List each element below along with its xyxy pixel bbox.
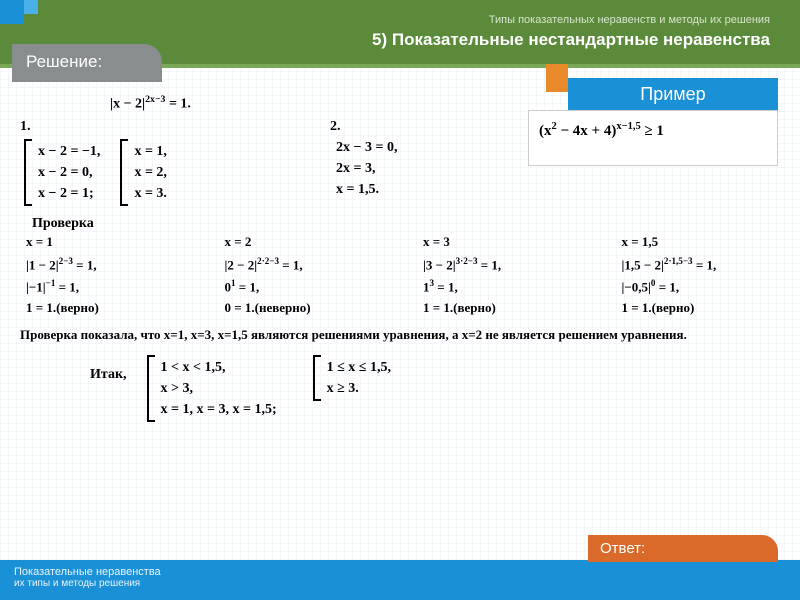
check-x3-2: 13 = 1, bbox=[423, 276, 582, 298]
c1l1: x − 2 = 0, bbox=[38, 162, 100, 183]
itak1-0: 1 < x < 1,5, bbox=[161, 357, 277, 378]
example-label: Пример bbox=[640, 84, 705, 104]
solution-tab: Решение: bbox=[12, 44, 162, 82]
conclusion: Проверка показала, что x=1, x=3, x=1,5 я… bbox=[20, 327, 780, 343]
c2-1: 2x = 3, bbox=[336, 158, 524, 179]
case-1-system-left: x − 2 = −1, x − 2 = 0, x − 2 = 1; bbox=[24, 139, 106, 206]
check-x3-h: x = 3 bbox=[423, 234, 582, 250]
footer-line-2: их типы и методы решения bbox=[14, 578, 786, 589]
answer-label: Ответ: bbox=[600, 540, 645, 557]
itak-sys-1: 1 < x < 1,5, x > 3, x = 1, x = 3, x = 1,… bbox=[147, 355, 283, 422]
check-x15-h: x = 1,5 bbox=[622, 234, 781, 250]
check-x15-2: |−0,5|0 = 1, bbox=[622, 276, 781, 298]
footer-line-1: Показательные неравенства bbox=[14, 566, 786, 578]
check-x1-3: 1 = 1.(верно) bbox=[26, 298, 185, 319]
check-x1-h: x = 1 bbox=[26, 234, 185, 250]
c1r2: x = 3. bbox=[134, 183, 166, 204]
c2-2: x = 1,5. bbox=[336, 179, 524, 200]
corner-square-1 bbox=[0, 0, 24, 24]
c2-0: 2x − 3 = 0, bbox=[336, 137, 524, 158]
check-x3: x = 3 |3 − 2|3·2−3 = 1, 13 = 1, 1 = 1.(в… bbox=[423, 234, 582, 319]
check-x2: x = 2 |2 − 2|2·2−3 = 1, 01 = 1, 0 = 1.(н… bbox=[225, 234, 384, 319]
example-panel: (x2 − 4x + 4)x−1,5 ≥ 1 bbox=[528, 110, 778, 166]
check-row: x = 1 |1 − 2|2−3 = 1, |−1|−1 = 1, 1 = 1.… bbox=[26, 234, 780, 319]
orange-accent bbox=[546, 64, 568, 92]
check-x1-2: |−1|−1 = 1, bbox=[26, 276, 185, 298]
example-formula: (x2 − 4x + 4)x−1,5 ≥ 1 bbox=[539, 121, 767, 140]
c1l0: x − 2 = −1, bbox=[38, 141, 100, 162]
answer-tab: Ответ: bbox=[588, 535, 778, 562]
corner-square-2 bbox=[24, 0, 38, 14]
check-x2-h: x = 2 bbox=[225, 234, 384, 250]
c1r0: x = 1, bbox=[134, 141, 166, 162]
check-x15-1: |1,5 − 2|2·1,5−3 = 1, bbox=[622, 254, 781, 276]
header-subtitle: Типы показательных неравенств и методы и… bbox=[489, 14, 770, 26]
check-x2-1: |2 − 2|2·2−3 = 1, bbox=[225, 254, 384, 276]
case-1-num: 1. bbox=[20, 119, 31, 134]
itak2-1: x ≥ 3. bbox=[327, 378, 391, 399]
check-x2-3: 0 = 1.(неверно) bbox=[225, 298, 384, 319]
itak1-1: x > 3, bbox=[161, 378, 277, 399]
example-tab: Пример bbox=[568, 78, 778, 114]
check-x2-2: 01 = 1, bbox=[225, 276, 384, 298]
check-x1: x = 1 |1 − 2|2−3 = 1, |−1|−1 = 1, 1 = 1.… bbox=[26, 234, 185, 319]
case-1: 1. x − 2 = −1, x − 2 = 0, x − 2 = 1; x =… bbox=[20, 117, 320, 210]
check-label: Проверка bbox=[32, 216, 780, 232]
check-x3-3: 1 = 1.(верно) bbox=[423, 298, 582, 319]
itak-label: Итак, bbox=[90, 351, 127, 383]
check-x15: x = 1,5 |1,5 − 2|2·1,5−3 = 1, |−0,5|0 = … bbox=[622, 234, 781, 319]
solution-label: Решение: bbox=[26, 52, 102, 71]
itak-row: Итак, 1 < x < 1,5, x > 3, x = 1, x = 3, … bbox=[90, 351, 780, 426]
check-x3-1: |3 − 2|3·2−3 = 1, bbox=[423, 254, 582, 276]
case-1-system-right: x = 1, x = 2, x = 3. bbox=[120, 139, 172, 206]
check-x1-1: |1 − 2|2−3 = 1, bbox=[26, 254, 185, 276]
check-x15-3: 1 = 1.(верно) bbox=[622, 298, 781, 319]
case-2: 2. 2x − 3 = 0, 2x = 3, x = 1,5. bbox=[330, 117, 530, 210]
case-2-num: 2. bbox=[330, 119, 341, 134]
c1r1: x = 2, bbox=[134, 162, 166, 183]
header-title: 5) Показательные нестандартные неравенст… bbox=[372, 30, 770, 50]
itak1-2: x = 1, x = 3, x = 1,5; bbox=[161, 399, 277, 420]
itak2-0: 1 ≤ x ≤ 1,5, bbox=[327, 357, 391, 378]
footer: Показательные неравенства их типы и мето… bbox=[0, 560, 800, 600]
itak-sys-2: 1 ≤ x ≤ 1,5, x ≥ 3. bbox=[313, 355, 397, 401]
c1l2: x − 2 = 1; bbox=[38, 183, 100, 204]
